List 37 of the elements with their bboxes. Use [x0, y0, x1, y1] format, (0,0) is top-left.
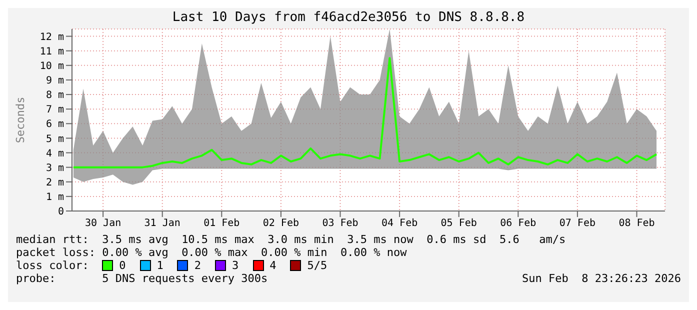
y-tick-label: 11 m: [40, 46, 64, 58]
legend-label: 5/5: [306, 259, 328, 272]
legend-label: 2: [193, 259, 201, 272]
y-tick-label: 3 m: [46, 162, 64, 174]
line-series: [72, 57, 658, 168]
text: Sun Feb 8 23:26:23 2026: [522, 272, 681, 285]
x-tick-label: 01 Feb: [204, 218, 240, 230]
legend-label: 3: [230, 259, 239, 272]
text: probe: 5 DNS requests every 300s: [16, 272, 268, 285]
text: packet loss: 0.00 % avg 0.00 % max 0.00 % min 0.00 % now: [16, 246, 408, 259]
x-tick-label: 07 Feb: [559, 218, 596, 230]
x-tick-label: 03 Feb: [322, 218, 358, 230]
x-tick-label: 05 Feb: [440, 218, 477, 230]
y-tick-label: 6 m: [46, 119, 64, 130]
y-tick-label: 0: [58, 206, 64, 218]
y-tick-label: 12 m: [40, 32, 64, 43]
y-axis-title: Seconds: [14, 96, 27, 144]
y-tick-label: 10 m: [40, 60, 64, 72]
x-tick-label: 08 Feb: [618, 218, 655, 230]
legend-title: loss color:: [16, 259, 90, 272]
legend-label: 0: [118, 259, 126, 272]
y-tick-label: 4 m: [46, 148, 64, 160]
x-tick-label: 04 Feb: [381, 218, 418, 230]
x-tick-label: 06 Feb: [500, 218, 536, 230]
y-tick-label: 8 m: [46, 90, 64, 102]
x-tick-label: 02 Feb: [262, 218, 300, 230]
y-tick-label: 5 m: [46, 134, 64, 145]
y-tick-label: 7 m: [46, 104, 64, 116]
legend-label: 4: [268, 259, 276, 272]
x-tick-label: 31 Jan: [144, 218, 180, 230]
legend-label: 1: [156, 259, 164, 272]
y-tick-label: 1 m: [46, 192, 64, 203]
text: median rtt: 3.5 ms avg 10.5 ms max 3.0 ms min 3.5 ms now 0.6 ms sd 5.6 am/s: [16, 233, 567, 246]
y-tick-label: 2 m: [46, 177, 64, 188]
chart-title: Last 10 Days from f46acd2e3056 to DNS 8.8.8.8: [171, 9, 526, 25]
y-tick-label: 9 m: [46, 76, 64, 87]
x-tick-label: 30 Jan: [84, 218, 122, 230]
